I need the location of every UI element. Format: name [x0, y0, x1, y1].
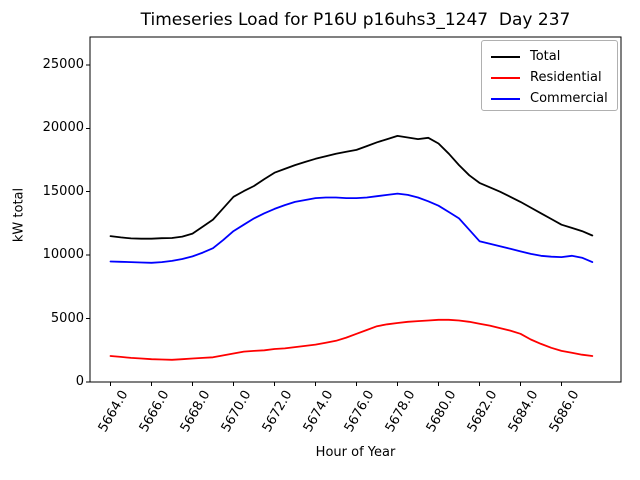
y-tick-label: 25000	[42, 56, 84, 72]
legend-line-swatch-total	[491, 55, 520, 58]
legend-item-commercial: Commercial	[491, 88, 617, 109]
x-axis-label: Hour of Year	[315, 445, 396, 460]
series-line-residential	[109, 318, 594, 361]
legend-item-total: Total	[491, 46, 617, 67]
legend-label-commercial: Commercial	[530, 91, 608, 106]
y-tick-label: 20000	[42, 120, 84, 136]
legend-line-swatch-commercial	[491, 97, 520, 100]
legend-label-residential: Residential	[530, 70, 602, 85]
axes-frame	[89, 36, 622, 383]
chart-title: Timeseries Load for P16U p16uhs3_1247 Da…	[140, 10, 571, 30]
series-line-total	[109, 134, 594, 240]
legend-item-residential: Residential	[491, 67, 617, 88]
y-tick-label: 5000	[50, 310, 84, 326]
y-tick-label: 15000	[42, 183, 84, 199]
y-tick-label: 10000	[42, 247, 84, 263]
series-line-commercial	[109, 192, 594, 264]
legend: Total Residential Commercial	[481, 40, 618, 111]
legend-label-total: Total	[530, 49, 561, 64]
y-tick-label: 0	[75, 374, 84, 389]
legend-line-swatch-residential	[491, 76, 520, 79]
